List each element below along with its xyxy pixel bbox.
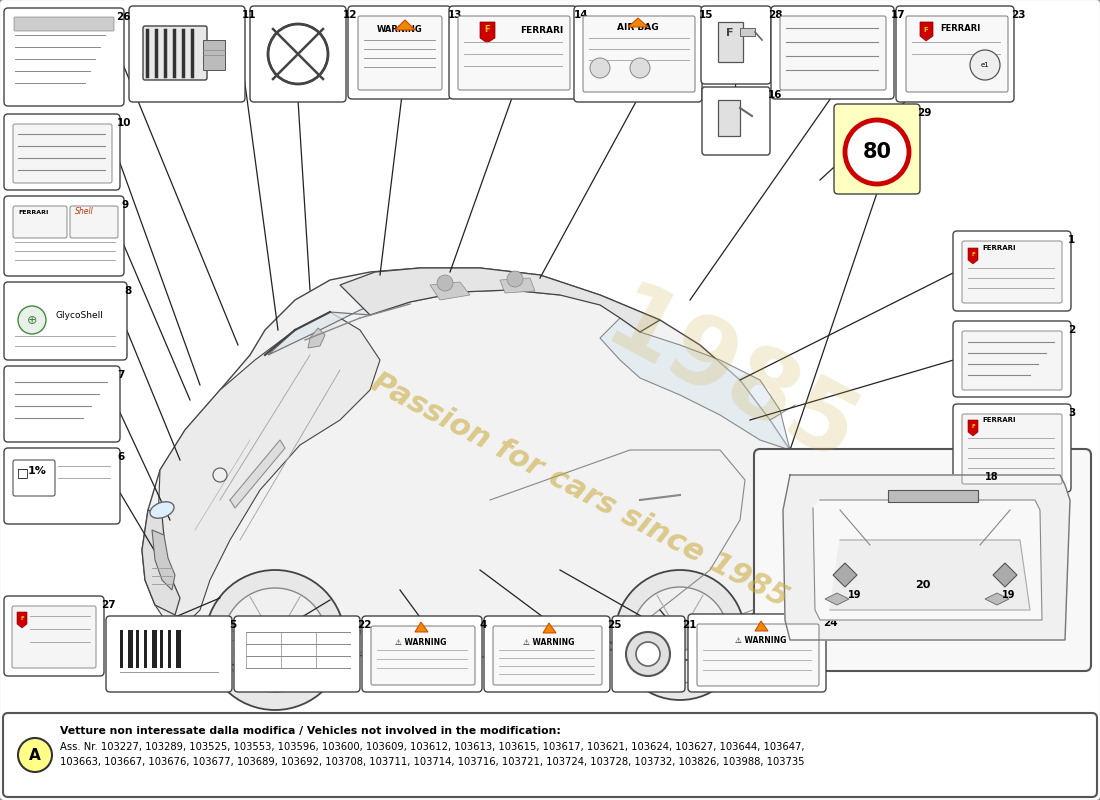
Polygon shape xyxy=(308,328,324,348)
Circle shape xyxy=(590,58,610,78)
Text: 11: 11 xyxy=(242,10,256,20)
Polygon shape xyxy=(920,22,933,41)
Text: AIR BAG: AIR BAG xyxy=(617,23,659,32)
Bar xyxy=(888,490,978,502)
FancyBboxPatch shape xyxy=(583,16,695,92)
FancyBboxPatch shape xyxy=(13,206,67,238)
Polygon shape xyxy=(268,278,570,355)
Circle shape xyxy=(632,587,728,683)
Text: 15: 15 xyxy=(698,10,714,20)
Polygon shape xyxy=(600,318,790,450)
Circle shape xyxy=(664,619,696,651)
Text: 19: 19 xyxy=(848,590,861,600)
Text: Passion for cars since 1985: Passion for cars since 1985 xyxy=(366,367,793,613)
Text: Vetture non interessate dalla modifica / Vehicles not involved in the modificati: Vetture non interessate dalla modifica /… xyxy=(60,726,561,736)
Text: 18: 18 xyxy=(984,472,999,482)
Polygon shape xyxy=(142,510,180,615)
Circle shape xyxy=(18,738,52,772)
Polygon shape xyxy=(993,563,1018,587)
FancyBboxPatch shape xyxy=(953,404,1071,492)
Polygon shape xyxy=(825,593,849,605)
FancyBboxPatch shape xyxy=(106,616,232,692)
FancyBboxPatch shape xyxy=(834,104,920,194)
Text: FERRARI: FERRARI xyxy=(520,26,563,35)
Text: F: F xyxy=(726,28,734,38)
Circle shape xyxy=(257,622,293,658)
Circle shape xyxy=(223,588,327,692)
Bar xyxy=(144,630,147,668)
FancyBboxPatch shape xyxy=(362,616,482,692)
Text: ⊕: ⊕ xyxy=(26,314,37,326)
FancyBboxPatch shape xyxy=(953,321,1071,397)
FancyBboxPatch shape xyxy=(129,6,245,102)
Text: 28: 28 xyxy=(768,10,782,20)
Bar xyxy=(152,630,157,668)
FancyBboxPatch shape xyxy=(612,616,685,692)
FancyBboxPatch shape xyxy=(754,449,1091,671)
FancyBboxPatch shape xyxy=(3,713,1097,797)
FancyBboxPatch shape xyxy=(962,241,1062,303)
Text: 8: 8 xyxy=(124,286,131,296)
Ellipse shape xyxy=(150,502,174,518)
FancyBboxPatch shape xyxy=(688,614,826,692)
Bar xyxy=(740,28,755,36)
Polygon shape xyxy=(755,621,768,631)
Text: A: A xyxy=(29,747,41,762)
Text: □: □ xyxy=(16,466,29,479)
Text: F: F xyxy=(971,251,975,257)
Bar xyxy=(176,630,182,668)
Text: FERRARI: FERRARI xyxy=(982,245,1015,251)
Circle shape xyxy=(636,642,660,666)
FancyBboxPatch shape xyxy=(4,282,127,360)
Polygon shape xyxy=(543,623,556,633)
Text: GlycoShell: GlycoShell xyxy=(55,311,103,321)
Polygon shape xyxy=(395,20,415,30)
FancyBboxPatch shape xyxy=(4,196,124,276)
FancyBboxPatch shape xyxy=(771,6,894,99)
FancyBboxPatch shape xyxy=(70,206,118,238)
Polygon shape xyxy=(142,268,810,658)
FancyBboxPatch shape xyxy=(493,626,602,685)
FancyBboxPatch shape xyxy=(458,16,570,90)
Polygon shape xyxy=(783,475,1070,640)
FancyBboxPatch shape xyxy=(962,414,1062,484)
FancyBboxPatch shape xyxy=(13,124,112,183)
Text: 1985: 1985 xyxy=(588,275,871,485)
FancyBboxPatch shape xyxy=(701,6,771,84)
FancyBboxPatch shape xyxy=(449,6,578,99)
Text: 2: 2 xyxy=(1068,325,1076,335)
FancyBboxPatch shape xyxy=(896,6,1014,102)
FancyBboxPatch shape xyxy=(962,331,1062,390)
Text: 3: 3 xyxy=(1068,408,1076,418)
Text: 103663, 103667, 103676, 103677, 103689, 103692, 103708, 103711, 103714, 103716, : 103663, 103667, 103676, 103677, 103689, … xyxy=(60,757,804,767)
FancyBboxPatch shape xyxy=(348,6,451,99)
Text: 23: 23 xyxy=(1011,10,1025,20)
Circle shape xyxy=(970,50,1000,80)
Text: 26: 26 xyxy=(116,12,131,22)
Text: 19: 19 xyxy=(1002,590,1015,600)
Text: 80: 80 xyxy=(862,142,891,162)
Bar xyxy=(718,22,743,62)
Text: 1%: 1% xyxy=(28,466,47,476)
FancyBboxPatch shape xyxy=(574,6,702,102)
Polygon shape xyxy=(968,420,978,436)
FancyBboxPatch shape xyxy=(697,624,820,686)
Text: 9: 9 xyxy=(121,200,128,210)
FancyBboxPatch shape xyxy=(371,626,475,685)
Text: FERRARI: FERRARI xyxy=(940,24,980,33)
FancyBboxPatch shape xyxy=(4,114,120,190)
Text: F: F xyxy=(20,615,24,621)
Text: 5: 5 xyxy=(229,620,236,630)
Text: 12: 12 xyxy=(343,10,358,20)
Circle shape xyxy=(845,120,909,184)
Text: F: F xyxy=(484,26,490,34)
Text: ⚠ WARNING: ⚠ WARNING xyxy=(395,638,447,647)
FancyBboxPatch shape xyxy=(906,16,1008,92)
FancyBboxPatch shape xyxy=(234,616,360,692)
Text: 27: 27 xyxy=(101,600,116,610)
Polygon shape xyxy=(480,22,495,43)
FancyBboxPatch shape xyxy=(702,87,770,155)
Circle shape xyxy=(268,24,328,84)
Text: 25: 25 xyxy=(607,620,621,630)
